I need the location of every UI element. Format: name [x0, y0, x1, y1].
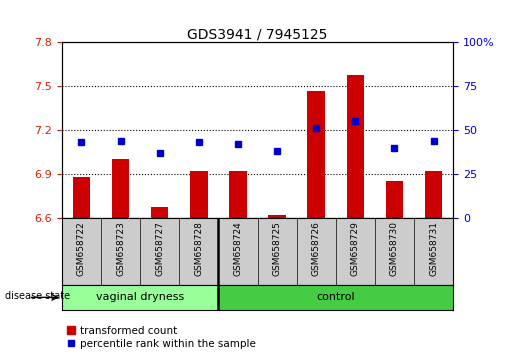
Text: GSM658723: GSM658723	[116, 221, 125, 276]
Bar	[112, 159, 129, 218]
Bar	[425, 171, 442, 218]
Bar	[347, 75, 364, 218]
Text: disease state: disease state	[5, 291, 70, 301]
Bar	[268, 215, 286, 218]
Text: GSM658724: GSM658724	[233, 221, 243, 276]
Bar	[73, 177, 90, 218]
Bar	[386, 181, 403, 218]
Text: control: control	[316, 292, 355, 302]
Bar	[151, 207, 168, 218]
Title: GDS3941 / 7945125: GDS3941 / 7945125	[187, 27, 328, 41]
Bar	[229, 171, 247, 218]
Bar	[62, 285, 218, 310]
Bar	[307, 91, 325, 218]
Legend: transformed count, percentile rank within the sample: transformed count, percentile rank withi…	[67, 326, 255, 349]
Text: vaginal dryness: vaginal dryness	[96, 292, 184, 302]
Text: GSM658730: GSM658730	[390, 221, 399, 276]
Bar	[190, 171, 208, 218]
Text: GSM658729: GSM658729	[351, 221, 360, 276]
Text: GSM658727: GSM658727	[155, 221, 164, 276]
Text: GSM658728: GSM658728	[194, 221, 203, 276]
Text: GSM658726: GSM658726	[312, 221, 321, 276]
Text: GSM658725: GSM658725	[272, 221, 282, 276]
Text: GSM658722: GSM658722	[77, 221, 86, 276]
Text: GSM658731: GSM658731	[429, 221, 438, 276]
